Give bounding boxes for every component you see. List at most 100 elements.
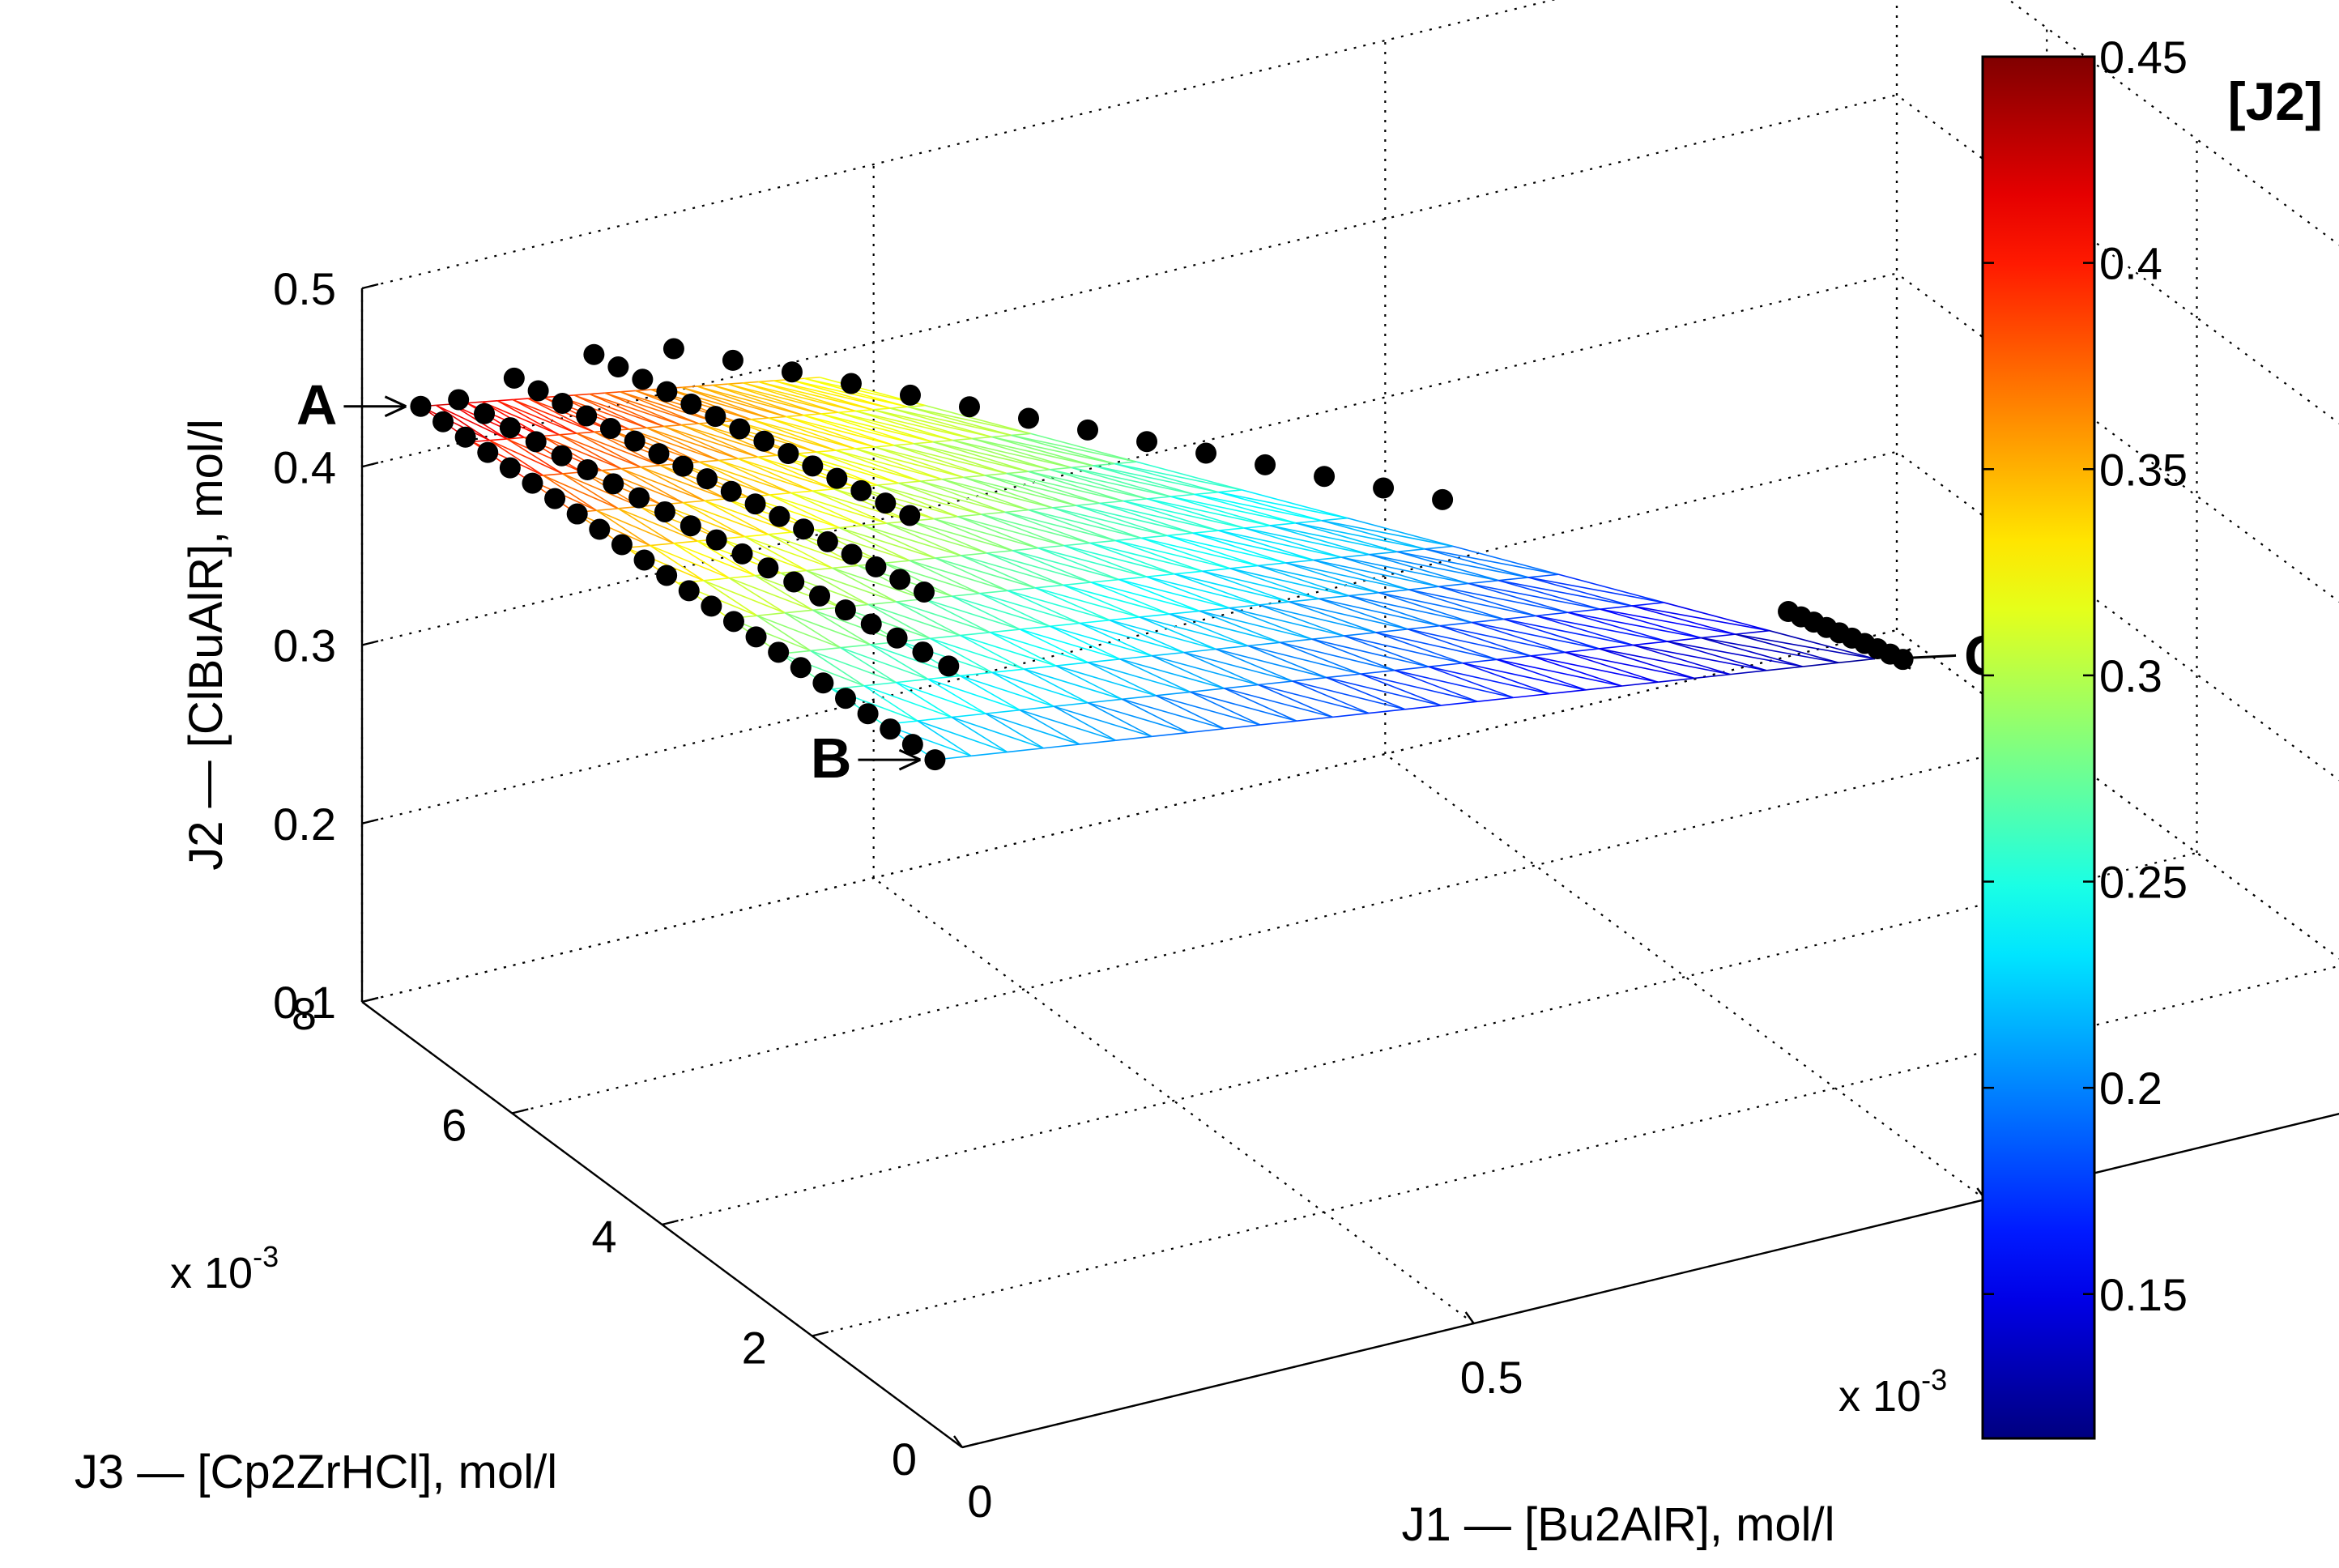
data-point	[1017, 407, 1039, 429]
mesh-edge	[1242, 489, 1348, 519]
mesh-diagonal	[1011, 434, 1137, 462]
mesh-edge	[1565, 651, 1659, 683]
mesh-edge	[1408, 628, 1498, 661]
mesh-diagonal	[1029, 509, 1142, 539]
data-point	[778, 443, 799, 465]
data-point	[816, 530, 838, 552]
mesh-diagonal	[917, 720, 1008, 753]
mesh-edge	[863, 681, 897, 687]
mesh-diagonal	[512, 398, 594, 433]
mesh-edge	[1428, 666, 1514, 699]
mesh-edge	[1404, 705, 1442, 710]
data-point	[410, 395, 432, 417]
mesh-diagonal	[1090, 582, 1200, 612]
mesh-edge	[604, 392, 682, 426]
mesh-edge	[1292, 676, 1327, 682]
mesh-edge	[951, 716, 1008, 753]
mesh-diagonal	[1408, 589, 1536, 617]
mesh-diagonal	[784, 611, 871, 646]
mesh-edge	[1270, 522, 1297, 526]
mesh-diagonal	[855, 410, 973, 440]
mesh-edge	[1123, 498, 1148, 502]
mesh-diagonal	[1216, 648, 1327, 679]
mesh-edge	[1344, 635, 1429, 667]
y-tick	[812, 1331, 829, 1337]
mesh-edge	[620, 391, 699, 424]
grid-line-z-back	[361, 272, 1898, 646]
mesh-edge	[1360, 669, 1395, 675]
mesh-edge	[489, 438, 508, 441]
mesh-edge	[917, 716, 952, 722]
mesh-edge	[727, 381, 743, 385]
mesh-edge	[913, 443, 1008, 475]
mesh-edge	[1217, 491, 1323, 522]
mesh-edge	[1063, 544, 1148, 577]
mesh-diagonal	[1071, 467, 1195, 496]
mesh-diagonal	[1285, 562, 1409, 590]
data-point	[448, 389, 470, 411]
mesh-edge	[832, 567, 897, 603]
mesh-edge	[1326, 673, 1361, 679]
mesh-edge	[594, 431, 661, 467]
data-point	[731, 543, 753, 565]
mesh-diagonal	[786, 415, 895, 446]
mesh-edge	[1378, 589, 1409, 594]
mesh-diagonal	[1631, 605, 1770, 632]
mesh-edge	[1496, 658, 1587, 691]
mesh-diagonal	[604, 392, 699, 424]
mesh-edge	[576, 432, 641, 468]
mesh-edge	[663, 425, 739, 460]
mesh-edge	[884, 560, 910, 565]
mesh-diagonal	[559, 434, 641, 468]
mesh-edge	[1147, 496, 1171, 500]
mesh-edge	[620, 466, 641, 470]
data-point	[576, 405, 598, 427]
mesh-edge	[1183, 648, 1216, 654]
z-tick	[361, 996, 379, 1003]
mesh-edge	[768, 417, 856, 450]
mesh-diagonal	[769, 494, 863, 526]
mesh-edge	[1369, 553, 1469, 585]
mesh-edge	[1004, 511, 1090, 544]
mesh-edge	[1024, 668, 1089, 704]
mesh-diagonal	[541, 435, 622, 470]
mesh-edge	[1050, 468, 1148, 500]
mesh-diagonal	[1600, 608, 1736, 635]
mesh-edge	[789, 378, 891, 409]
mesh-edge	[768, 415, 786, 419]
data-point	[835, 688, 857, 709]
data-point	[826, 467, 848, 489]
mesh-edge	[1028, 468, 1050, 472]
mesh-edge	[640, 464, 661, 468]
data-point	[589, 518, 611, 540]
z-tick-label: 0.4	[273, 441, 336, 492]
mesh-edge	[436, 403, 452, 407]
mesh-diagonal	[679, 462, 770, 496]
mesh-edge	[1030, 432, 1137, 462]
mesh-diagonal	[1050, 625, 1152, 657]
data-point	[672, 455, 694, 477]
mesh-edge	[604, 391, 620, 394]
mesh-edge	[863, 522, 887, 526]
data-point	[705, 406, 726, 428]
z-tick	[361, 283, 379, 290]
mesh-diagonal	[1224, 688, 1333, 718]
mesh-edge	[1438, 582, 1469, 588]
mesh-diagonal	[1536, 615, 1668, 642]
mesh-edge	[1425, 545, 1453, 550]
data-point	[753, 430, 775, 452]
mesh-diagonal	[876, 484, 982, 515]
mesh-edge	[991, 434, 1012, 438]
mesh-edge	[883, 562, 952, 597]
mesh-edge	[941, 479, 1029, 511]
data-point	[633, 549, 655, 571]
data-point	[499, 457, 521, 479]
mesh-edge	[1063, 584, 1140, 618]
mesh-edge	[1076, 502, 1101, 506]
mesh-diagonal	[704, 500, 793, 533]
mesh-diagonal	[839, 526, 936, 559]
data-point	[865, 556, 887, 577]
data-point	[958, 396, 980, 418]
mesh-edge	[1054, 701, 1089, 708]
data-point	[924, 749, 946, 771]
